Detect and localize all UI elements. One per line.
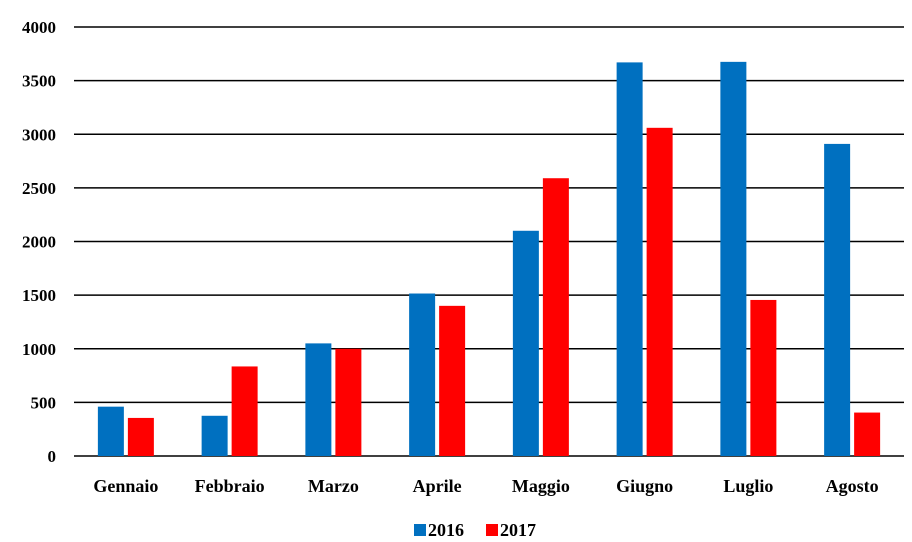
bar-2017-maggio	[542, 178, 569, 456]
x-category-label: Marzo	[308, 476, 359, 496]
bar-2016-febbraio	[201, 415, 228, 456]
y-tick-label: 1000	[22, 340, 56, 359]
legend-swatch	[414, 524, 426, 536]
bars	[97, 61, 881, 457]
y-tick-label: 4000	[22, 18, 56, 37]
x-category-label: Aprile	[413, 476, 462, 496]
y-tick-label: 2500	[22, 179, 56, 198]
bar-2017-aprile	[439, 305, 466, 456]
gridlines	[74, 26, 904, 457]
bar-2016-giugno	[616, 62, 643, 457]
y-tick-label: 1500	[22, 286, 56, 305]
y-tick-label: 3500	[22, 72, 56, 91]
legend-label: 2017	[500, 520, 536, 540]
x-category-label: Gennaio	[93, 476, 158, 496]
y-tick-label: 500	[31, 393, 57, 412]
x-category-label: Febbraio	[195, 476, 265, 496]
y-tick-label: 3000	[22, 125, 56, 144]
y-axis-tick-labels: 0 500 1000 1500 2000 2500 3000 3500 4000	[22, 18, 56, 466]
legend-label: 2016	[428, 520, 464, 540]
x-category-label: Giugno	[616, 476, 673, 496]
x-category-label: Luglio	[723, 476, 773, 496]
legend-item-2017: 2017	[486, 520, 536, 540]
bar-2017-gennaio	[127, 417, 154, 456]
bar-2017-luglio	[750, 299, 777, 456]
bar-2017-marzo	[335, 348, 362, 456]
bar-2016-luglio	[720, 61, 747, 456]
x-category-label: Maggio	[512, 476, 570, 496]
bar-2016-aprile	[409, 293, 436, 456]
bar-2017-febbraio	[231, 366, 258, 456]
x-axis-category-labels: Gennaio Febbraio Marzo Aprile Maggio Giugno Lu…	[93, 476, 878, 496]
bar-2016-gennaio	[97, 406, 124, 456]
bar-2016-agosto	[824, 143, 851, 456]
legend: 2016 2017	[414, 520, 536, 540]
y-tick-label: 2000	[22, 233, 56, 252]
legend-item-2016: 2016	[414, 520, 464, 540]
bar-2017-giugno	[646, 127, 673, 456]
bar-2017-agosto	[854, 412, 881, 456]
legend-swatch	[486, 524, 498, 536]
bar-2016-maggio	[512, 230, 539, 456]
x-category-label: Agosto	[826, 476, 879, 496]
bar-2016-marzo	[305, 343, 332, 456]
y-tick-label: 0	[48, 447, 57, 466]
